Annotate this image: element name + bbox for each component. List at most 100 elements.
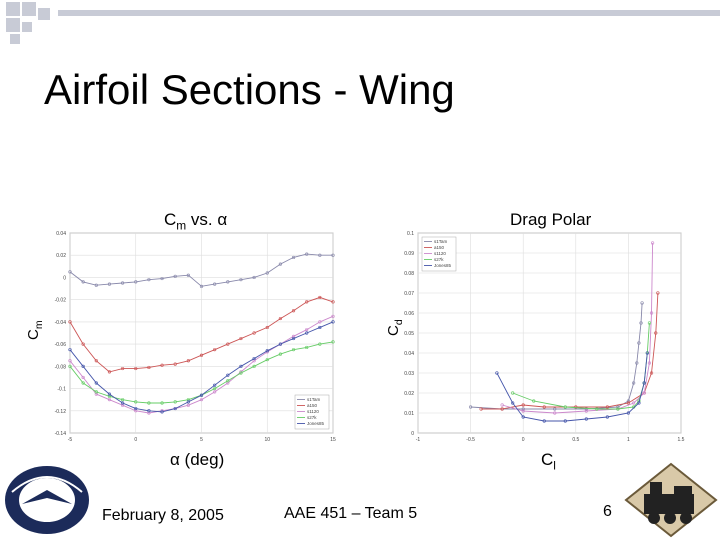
cm-xtick-label: -5 xyxy=(68,437,73,443)
drag-data-point xyxy=(521,415,525,419)
drag-data-point xyxy=(595,407,599,411)
cm-legend-label: s1120 xyxy=(307,409,319,414)
cm-data-point xyxy=(81,364,85,368)
cm-data-point xyxy=(107,392,112,396)
drag-data-point xyxy=(495,371,499,375)
cm-data-point xyxy=(291,334,296,338)
drag-legend-label: a150 xyxy=(434,245,445,250)
cm-data-point xyxy=(160,276,164,281)
cm-data-point xyxy=(265,271,269,275)
drag-data-point xyxy=(645,351,649,355)
cm-data-point xyxy=(291,348,296,352)
cm-ytick-label: -0.1 xyxy=(57,387,66,393)
cm-data-point xyxy=(81,381,85,385)
drag-legend-label: s1Tam xyxy=(434,239,448,244)
cm-data-point xyxy=(120,401,125,405)
cm-data-point xyxy=(318,295,322,300)
cm-data-point xyxy=(160,401,164,405)
drag-ytick-label: 0.02 xyxy=(404,391,414,397)
cm-data-point xyxy=(331,314,335,318)
drag-data-point xyxy=(605,415,609,419)
drag-data-point xyxy=(542,405,546,409)
drag-ytick-label: 0.06 xyxy=(404,311,414,317)
cm-data-point xyxy=(81,280,85,284)
cm-ytick-label: -0.08 xyxy=(55,364,67,370)
cm-data-point xyxy=(94,390,98,394)
cm-series-line xyxy=(69,321,334,413)
cm-data-point xyxy=(305,345,309,350)
cm-data-point xyxy=(173,274,177,278)
cm-data-point xyxy=(252,359,256,363)
cm-ytick-label: 0 xyxy=(63,275,66,281)
cm-data-point xyxy=(107,282,112,286)
cm-data-point xyxy=(305,331,309,335)
cm-data-point xyxy=(278,342,282,346)
cm-data-point xyxy=(239,336,243,341)
cm-data-point xyxy=(186,400,190,404)
cm-chart-title: Cm vs. α xyxy=(164,210,228,233)
cm-data-point xyxy=(173,362,177,366)
cm-data-point xyxy=(213,390,217,394)
cm-data-point xyxy=(134,400,138,404)
drag-data-point xyxy=(479,407,483,411)
cm-data-point xyxy=(305,328,309,332)
cm-data-point xyxy=(94,392,98,396)
drag-data-point xyxy=(511,401,515,405)
cm-series-line xyxy=(69,296,334,373)
cm-data-point xyxy=(331,340,335,344)
header-line xyxy=(58,10,720,16)
drag-xtick-label: -0.5 xyxy=(466,437,475,443)
cm-data-point xyxy=(68,359,72,363)
cm-data-point xyxy=(331,300,335,304)
cm-data-point xyxy=(226,373,230,377)
drag-data-point xyxy=(637,401,641,405)
drag-data-point xyxy=(626,401,630,405)
drag-legend-label: s27k xyxy=(434,257,444,262)
drag-ytick-label: 0.08 xyxy=(404,271,414,277)
cm-data-point xyxy=(199,393,204,397)
drag-data-point xyxy=(500,407,504,411)
drag-data-point xyxy=(553,411,557,415)
cm-legend-label: Jones85 xyxy=(307,421,325,426)
drag-data-point xyxy=(647,321,652,325)
cm-data-point xyxy=(147,409,151,413)
cm-data-point xyxy=(291,309,296,313)
drag-data-point xyxy=(468,405,473,409)
drag-data-point xyxy=(649,371,654,375)
drag-series-line xyxy=(481,292,659,410)
cm-data-point xyxy=(134,406,138,411)
cm-data-point xyxy=(318,320,322,324)
drag-data-point xyxy=(635,361,639,365)
drag-data-point xyxy=(626,399,630,403)
drag-ytick-label: 0.1 xyxy=(407,231,414,237)
cm-data-point xyxy=(252,356,256,361)
drag-data-point xyxy=(632,381,636,385)
cm-data-point xyxy=(213,348,217,352)
cm-data-point xyxy=(265,325,269,330)
cm-data-point xyxy=(278,262,282,266)
drag-data-point xyxy=(500,403,504,407)
page-number: 6 xyxy=(603,503,612,520)
cm-data-point xyxy=(199,398,204,402)
cm-data-point xyxy=(173,400,177,404)
cm-data-point xyxy=(147,278,151,282)
corner-decoration xyxy=(6,2,50,44)
cm-data-point xyxy=(160,363,164,367)
cm-data-point xyxy=(160,410,164,414)
drag-data-point xyxy=(584,409,588,413)
drag-polar-chart: 0 0.01 0.02 0.03 0.04 0.05 0.06 0.07 0.08 0.09 0.1… xyxy=(404,231,684,443)
cm-series-line xyxy=(69,253,333,287)
cm-data-point xyxy=(239,364,243,368)
cm-data-point xyxy=(120,403,125,407)
aeronautics-logo xyxy=(5,466,89,534)
cm-data-point xyxy=(331,253,335,257)
cm-data-point xyxy=(226,381,230,385)
cm-data-point xyxy=(252,364,256,368)
drag-data-point xyxy=(616,407,620,411)
cm-data-point xyxy=(81,342,85,346)
cm-data-point xyxy=(134,366,138,371)
cm-vs-alpha-chart: 0.04 0.02 0 -0.02 -0.04 -0.06 -0.08 -0.1 -0.12 -0… xyxy=(55,231,336,443)
cm-data-point xyxy=(226,280,230,284)
cm-data-point xyxy=(213,383,217,387)
cm-data-point xyxy=(278,352,282,356)
